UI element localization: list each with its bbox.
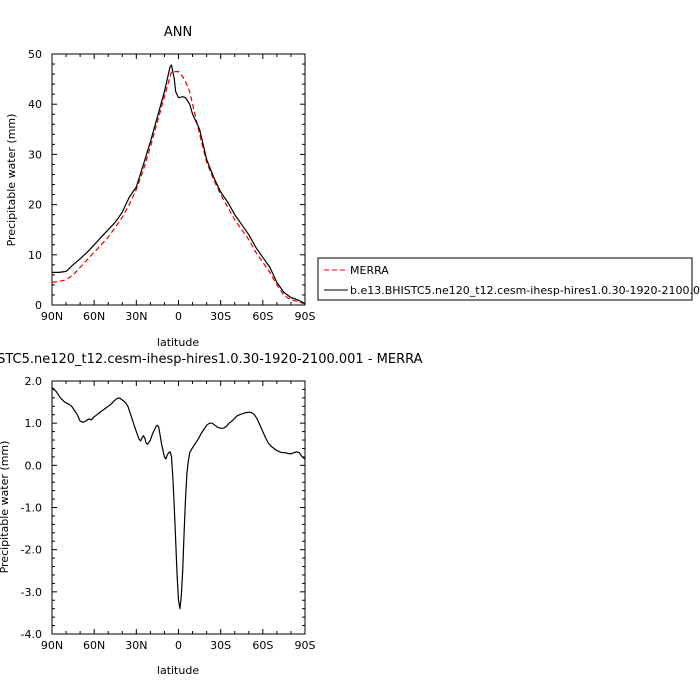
top-plot-frame [51,53,306,306]
bottom-x-tick-label: 0 [175,639,182,652]
bottom-x-tick-label: 30S [210,639,231,652]
top-series-line-merra [51,70,306,305]
bottom-x-tick-label: 30N [125,639,147,652]
bottom-panel: b.e13.BHISTC5.ne120_t12.cesm-ihesp-hires… [0,352,423,677]
bottom-x-tick-label: 60N [83,639,105,652]
bottom-series-line-difference [51,386,306,610]
top-x-tick-label: 60S [252,310,273,323]
top-x-tick-label: 60N [83,310,105,323]
top-series-line-model [52,64,306,305]
top-y-tick-label: 30 [28,148,42,161]
top-y-axis-label: Precipitable water (mm) [5,114,18,247]
bottom-x-tick-label: 60S [252,639,273,652]
bottom-x-axis-label: latitude [157,664,199,677]
bottom-chart-title: b.e13.BHISTC5.ne120_t12.cesm-ihesp-hires… [0,352,423,367]
bottom-y-tick-label: -4.0 [21,628,42,641]
bottom-x-tick-label: 90S [295,639,316,652]
bottom-y-tick-label: -3.0 [21,586,42,599]
bottom-y-tick-label: 1.0 [25,417,43,430]
legend-label-model: b.e13.BHISTC5.ne120_t12.cesm-ihesp-hires… [350,284,700,297]
bottom-plot-area: 90N 60N 30N 0 30S 60S 90S 2.0 1.0 0.0 -1.0 -2.0 -3.0… [21,375,316,652]
bottom-y-tick-label: 2.0 [25,375,43,388]
top-chart-title: ANN [164,25,192,40]
legend-label-merra: MERRA [350,264,389,277]
bottom-x-tick-label: 90N [41,639,63,652]
top-x-tick-label: 90N [41,310,63,323]
legend: MERRA b.e13.BHISTC5.ne120_t12.cesm-ihesp… [317,257,700,301]
bottom-y-tick-label: 0.0 [25,459,43,472]
top-y-tick-label: 40 [28,98,42,111]
top-x-tick-label: 30S [210,310,231,323]
bottom-y-tick-label: -1.0 [21,502,42,515]
bottom-y-axis-label: Precipitable water (mm) [0,441,11,574]
top-panel: ANN 90N 60N 30N 0 30S 60S 90S 0 10 20 30 40 50 latit… [5,25,316,349]
top-y-tick-label: 0 [35,299,42,312]
top-x-axis-label: latitude [157,336,199,349]
top-plot-area: 90N 60N 30N 0 30S 60S 90S 0 10 20 30 40 50 [28,48,316,323]
top-y-tick-label: 50 [28,48,42,61]
top-y-tick-label: 20 [28,199,42,212]
legend-box [317,257,693,301]
top-x-tick-label: 30N [125,310,147,323]
top-x-tick-label: 0 [175,310,182,323]
top-y-tick-label: 10 [28,249,42,262]
bottom-y-tick-label: -2.0 [21,544,42,557]
top-x-tick-label: 90S [295,310,316,323]
